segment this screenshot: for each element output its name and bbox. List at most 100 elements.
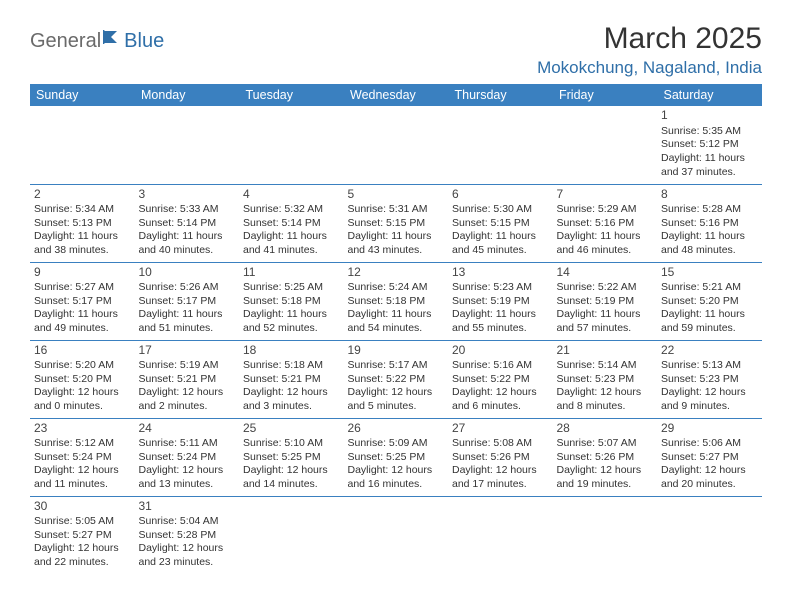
calendar-page: General Blue March 2025 Mokokchung, Nagal… bbox=[0, 0, 792, 584]
daylight-line: Daylight: 12 hours and 9 minutes. bbox=[661, 386, 758, 413]
sunset-line: Sunset: 5:22 PM bbox=[348, 373, 445, 387]
calendar-day-cell: 2Sunrise: 5:34 AMSunset: 5:13 PMDaylight… bbox=[30, 184, 135, 262]
sunset-line: Sunset: 5:15 PM bbox=[348, 217, 445, 231]
sunset-line: Sunset: 5:14 PM bbox=[139, 217, 236, 231]
day-number: 20 bbox=[452, 343, 549, 359]
daylight-line: Daylight: 12 hours and 2 minutes. bbox=[139, 386, 236, 413]
weekday-header-row: Sunday Monday Tuesday Wednesday Thursday… bbox=[30, 84, 762, 106]
sunset-line: Sunset: 5:27 PM bbox=[661, 451, 758, 465]
calendar-week-row: 9Sunrise: 5:27 AMSunset: 5:17 PMDaylight… bbox=[30, 262, 762, 340]
calendar-day-cell: 17Sunrise: 5:19 AMSunset: 5:21 PMDayligh… bbox=[135, 340, 240, 418]
sunset-line: Sunset: 5:19 PM bbox=[557, 295, 654, 309]
sunrise-line: Sunrise: 5:20 AM bbox=[34, 359, 131, 373]
day-number: 2 bbox=[34, 187, 131, 203]
calendar-day-cell: 25Sunrise: 5:10 AMSunset: 5:25 PMDayligh… bbox=[239, 418, 344, 496]
day-number: 18 bbox=[243, 343, 340, 359]
calendar-day-cell: 5Sunrise: 5:31 AMSunset: 5:15 PMDaylight… bbox=[344, 184, 449, 262]
daylight-line: Daylight: 11 hours and 38 minutes. bbox=[34, 230, 131, 257]
sunrise-line: Sunrise: 5:34 AM bbox=[34, 203, 131, 217]
calendar-day-cell: 16Sunrise: 5:20 AMSunset: 5:20 PMDayligh… bbox=[30, 340, 135, 418]
day-number: 17 bbox=[139, 343, 236, 359]
sunrise-line: Sunrise: 5:32 AM bbox=[243, 203, 340, 217]
daylight-line: Daylight: 12 hours and 14 minutes. bbox=[243, 464, 340, 491]
day-number: 14 bbox=[557, 265, 654, 281]
calendar-day-cell: 8Sunrise: 5:28 AMSunset: 5:16 PMDaylight… bbox=[657, 184, 762, 262]
sunrise-line: Sunrise: 5:29 AM bbox=[557, 203, 654, 217]
calendar-empty-cell bbox=[135, 106, 240, 184]
sunrise-line: Sunrise: 5:24 AM bbox=[348, 281, 445, 295]
calendar-day-cell: 24Sunrise: 5:11 AMSunset: 5:24 PMDayligh… bbox=[135, 418, 240, 496]
calendar-empty-cell bbox=[30, 106, 135, 184]
brand-logo: General Blue bbox=[30, 30, 164, 53]
sunrise-line: Sunrise: 5:16 AM bbox=[452, 359, 549, 373]
calendar-week-row: 30Sunrise: 5:05 AMSunset: 5:27 PMDayligh… bbox=[30, 496, 762, 574]
sunset-line: Sunset: 5:17 PM bbox=[34, 295, 131, 309]
calendar-day-cell: 28Sunrise: 5:07 AMSunset: 5:26 PMDayligh… bbox=[553, 418, 658, 496]
month-title: March 2025 bbox=[537, 22, 762, 56]
sunset-line: Sunset: 5:26 PM bbox=[452, 451, 549, 465]
weekday-header: Tuesday bbox=[239, 84, 344, 106]
sunrise-line: Sunrise: 5:09 AM bbox=[348, 437, 445, 451]
page-header: General Blue March 2025 Mokokchung, Nagal… bbox=[30, 22, 762, 78]
logo-text-general: General bbox=[30, 30, 101, 53]
weekday-header: Friday bbox=[553, 84, 658, 106]
calendar-body: 1Sunrise: 5:35 AMSunset: 5:12 PMDaylight… bbox=[30, 106, 762, 574]
calendar-day-cell: 19Sunrise: 5:17 AMSunset: 5:22 PMDayligh… bbox=[344, 340, 449, 418]
sunset-line: Sunset: 5:23 PM bbox=[661, 373, 758, 387]
calendar-day-cell: 3Sunrise: 5:33 AMSunset: 5:14 PMDaylight… bbox=[135, 184, 240, 262]
calendar-day-cell: 14Sunrise: 5:22 AMSunset: 5:19 PMDayligh… bbox=[553, 262, 658, 340]
sunrise-line: Sunrise: 5:11 AM bbox=[139, 437, 236, 451]
sunset-line: Sunset: 5:22 PM bbox=[452, 373, 549, 387]
sunset-line: Sunset: 5:23 PM bbox=[557, 373, 654, 387]
title-block: March 2025 Mokokchung, Nagaland, India bbox=[537, 22, 762, 78]
sunset-line: Sunset: 5:19 PM bbox=[452, 295, 549, 309]
location-subtitle: Mokokchung, Nagaland, India bbox=[537, 58, 762, 78]
day-number: 8 bbox=[661, 187, 758, 203]
sunrise-line: Sunrise: 5:14 AM bbox=[557, 359, 654, 373]
calendar-day-cell: 13Sunrise: 5:23 AMSunset: 5:19 PMDayligh… bbox=[448, 262, 553, 340]
daylight-line: Daylight: 11 hours and 57 minutes. bbox=[557, 308, 654, 335]
calendar-day-cell: 27Sunrise: 5:08 AMSunset: 5:26 PMDayligh… bbox=[448, 418, 553, 496]
weekday-header: Thursday bbox=[448, 84, 553, 106]
calendar-day-cell: 4Sunrise: 5:32 AMSunset: 5:14 PMDaylight… bbox=[239, 184, 344, 262]
daylight-line: Daylight: 11 hours and 40 minutes. bbox=[139, 230, 236, 257]
day-number: 25 bbox=[243, 421, 340, 437]
daylight-line: Daylight: 11 hours and 46 minutes. bbox=[557, 230, 654, 257]
sunset-line: Sunset: 5:13 PM bbox=[34, 217, 131, 231]
sunset-line: Sunset: 5:24 PM bbox=[34, 451, 131, 465]
day-number: 12 bbox=[348, 265, 445, 281]
sunrise-line: Sunrise: 5:13 AM bbox=[661, 359, 758, 373]
day-number: 23 bbox=[34, 421, 131, 437]
sunset-line: Sunset: 5:12 PM bbox=[661, 138, 758, 152]
logo-text-blue: Blue bbox=[124, 30, 164, 53]
daylight-line: Daylight: 11 hours and 45 minutes. bbox=[452, 230, 549, 257]
calendar-empty-cell bbox=[239, 496, 344, 574]
day-number: 19 bbox=[348, 343, 445, 359]
calendar-empty-cell bbox=[553, 106, 658, 184]
calendar-day-cell: 6Sunrise: 5:30 AMSunset: 5:15 PMDaylight… bbox=[448, 184, 553, 262]
calendar-day-cell: 12Sunrise: 5:24 AMSunset: 5:18 PMDayligh… bbox=[344, 262, 449, 340]
calendar-week-row: 16Sunrise: 5:20 AMSunset: 5:20 PMDayligh… bbox=[30, 340, 762, 418]
daylight-line: Daylight: 11 hours and 55 minutes. bbox=[452, 308, 549, 335]
day-number: 13 bbox=[452, 265, 549, 281]
calendar-empty-cell bbox=[344, 496, 449, 574]
daylight-line: Daylight: 12 hours and 19 minutes. bbox=[557, 464, 654, 491]
flag-icon bbox=[103, 28, 123, 51]
day-number: 24 bbox=[139, 421, 236, 437]
calendar-day-cell: 10Sunrise: 5:26 AMSunset: 5:17 PMDayligh… bbox=[135, 262, 240, 340]
weekday-header: Wednesday bbox=[344, 84, 449, 106]
day-number: 3 bbox=[139, 187, 236, 203]
day-number: 7 bbox=[557, 187, 654, 203]
calendar-week-row: 1Sunrise: 5:35 AMSunset: 5:12 PMDaylight… bbox=[30, 106, 762, 184]
sunset-line: Sunset: 5:24 PM bbox=[139, 451, 236, 465]
calendar-day-cell: 11Sunrise: 5:25 AMSunset: 5:18 PMDayligh… bbox=[239, 262, 344, 340]
weekday-header: Saturday bbox=[657, 84, 762, 106]
daylight-line: Daylight: 12 hours and 0 minutes. bbox=[34, 386, 131, 413]
calendar-table: Sunday Monday Tuesday Wednesday Thursday… bbox=[30, 84, 762, 574]
day-number: 31 bbox=[139, 499, 236, 515]
sunrise-line: Sunrise: 5:10 AM bbox=[243, 437, 340, 451]
daylight-line: Daylight: 12 hours and 11 minutes. bbox=[34, 464, 131, 491]
day-number: 1 bbox=[661, 108, 758, 124]
sunrise-line: Sunrise: 5:08 AM bbox=[452, 437, 549, 451]
daylight-line: Daylight: 11 hours and 48 minutes. bbox=[661, 230, 758, 257]
